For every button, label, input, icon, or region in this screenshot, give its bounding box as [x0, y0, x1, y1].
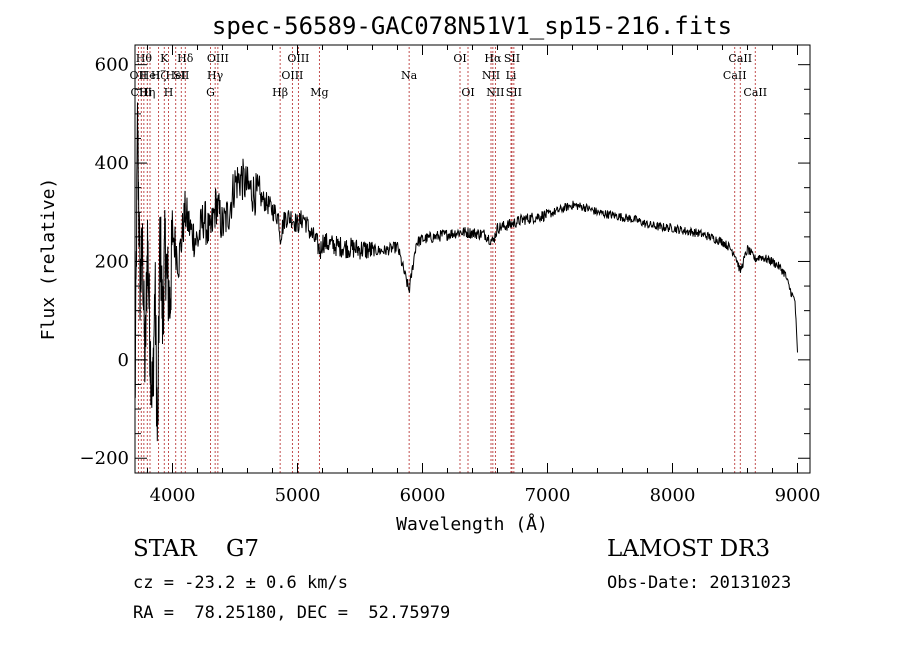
x-tick-label: 5000 — [275, 485, 321, 506]
flux-series — [134, 102, 798, 442]
line-label-26: SII — [506, 86, 522, 99]
line-label-22: Hα — [484, 52, 502, 65]
ra-dec-coordinates: RA = 78.25180, DEC = 52.75979 — [133, 603, 451, 623]
y-axis-label: Flux (relative) — [38, 178, 59, 341]
line-label-29: CaII — [743, 86, 767, 99]
emission-line-labels: OIICIIIHθHηHeIHζKHHeISIIHδGHγOIIIHβOIIIO… — [130, 52, 768, 99]
observation-date: Obs-Date: 20131023 — [607, 573, 792, 593]
y-axis-ticks: −200 0 200 400 600 — [80, 55, 810, 469]
line-label-24: Li — [506, 69, 517, 82]
survey-name: LAMOST DR3 — [607, 536, 771, 562]
line-label-21: NII — [482, 69, 500, 82]
line-label-5: Hζ — [151, 69, 167, 82]
x-axis-ticks: 4000 5000 6000 7000 8000 9000 — [147, 45, 821, 506]
y-tick-label: 200 — [95, 251, 129, 272]
line-label-10: Hδ — [177, 52, 194, 65]
line-label-13: OIII — [207, 52, 229, 65]
line-label-18: Na — [401, 69, 418, 82]
line-label-16: OIII — [287, 52, 309, 65]
x-tick-label: 7000 — [525, 485, 571, 506]
line-label-4: HeI — [140, 69, 160, 82]
line-label-0: OII — [130, 69, 148, 82]
line-label-27: CaII — [723, 69, 747, 82]
emission-line-markers — [137, 47, 756, 473]
line-label-9: SII — [173, 69, 189, 82]
x-tick-label: 8000 — [650, 485, 696, 506]
redshift-velocity: cz = -23.2 ± 0.6 km/s — [133, 573, 348, 593]
line-label-17: Mg — [310, 86, 328, 99]
line-label-15: OIII — [281, 69, 303, 82]
x-tick-label: 6000 — [400, 485, 446, 506]
line-label-11: G — [206, 86, 215, 99]
y-tick-label: −200 — [80, 448, 129, 469]
line-label-6: K — [160, 52, 169, 65]
line-label-3: Hη — [139, 86, 155, 99]
chart-title: spec-56589-GAC078N51V1_sp15-216.fits — [212, 12, 732, 40]
line-label-2: Hθ — [136, 52, 153, 65]
line-label-28: CaII — [728, 52, 752, 65]
y-tick-label: 0 — [118, 350, 129, 371]
x-tick-label: 4000 — [150, 485, 196, 506]
line-label-8: HeI — [166, 69, 186, 82]
x-axis-label: Wavelength (Å) — [396, 513, 548, 535]
flux-line-0 — [134, 102, 798, 442]
y-tick-label: 400 — [95, 153, 129, 174]
line-label-19: OI — [453, 52, 466, 65]
star-classification: STAR G7 — [133, 536, 260, 562]
x-tick-label: 9000 — [775, 485, 821, 506]
plot-frame — [134, 44, 811, 474]
line-label-20: OI — [461, 86, 474, 99]
y-tick-label: 600 — [95, 55, 129, 76]
line-label-14: Hβ — [272, 86, 288, 99]
line-label-12: Hγ — [207, 69, 224, 82]
line-label-25: SII — [504, 52, 520, 65]
line-label-23: NII — [486, 86, 504, 99]
line-label-7: H — [164, 86, 174, 99]
